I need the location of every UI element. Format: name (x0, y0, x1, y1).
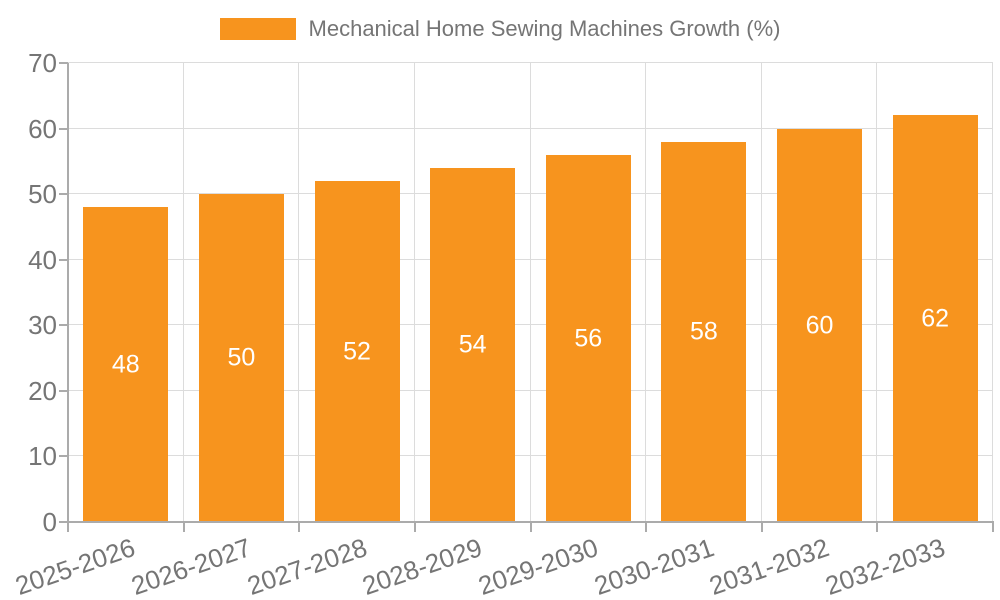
bar-2031-2032: 60 (777, 129, 863, 522)
gridline-vertical (645, 63, 647, 522)
x-axis-tick (992, 523, 994, 532)
x-axis-line (67, 521, 994, 523)
gridline-horizontal (68, 324, 993, 326)
bar-2029-2030: 56 (545, 155, 631, 522)
bar-2027-2028: 52 (314, 181, 400, 522)
gridline-horizontal (68, 389, 993, 391)
bar-value-label: 54 (458, 330, 487, 359)
y-axis-tick (59, 127, 68, 130)
bar-2032-2033: 62 (892, 115, 978, 522)
legend-swatch (219, 18, 296, 40)
gridline-horizontal (68, 193, 993, 195)
y-axis-tick (59, 258, 68, 261)
gridline-vertical (992, 63, 993, 522)
gridline-vertical (760, 63, 762, 522)
bar-value-label: 58 (690, 317, 718, 346)
gridline-vertical (529, 63, 531, 522)
gridline-vertical (413, 63, 415, 522)
bar-value-label: 52 (343, 337, 371, 365)
x-axis-tick (413, 523, 416, 532)
y-axis-tick-label: 50 (28, 179, 57, 210)
y-axis-tick (59, 62, 68, 64)
gridline-horizontal (68, 62, 993, 63)
x-axis-tick-label: 2026-2027 (127, 532, 255, 600)
gridline-vertical (876, 63, 878, 522)
x-axis-tick-label: 2030-2031 (590, 532, 718, 600)
x-axis-tick (876, 523, 879, 532)
bar-value-label: 60 (805, 311, 834, 339)
y-axis-tick (59, 455, 68, 458)
x-axis-tick (760, 523, 763, 532)
y-axis-tick (59, 389, 68, 392)
x-axis-tick-label: 2029-2030 (474, 532, 602, 600)
plot-area: 48 50 52 54 56 58 60 62 (68, 62, 993, 522)
y-axis-tick-label: 0 (42, 507, 57, 537)
bar-2026-2027: 50 (198, 194, 284, 522)
y-axis-tick-label: 20 (28, 375, 57, 406)
bar-2028-2029: 54 (430, 168, 516, 522)
y-axis-tick-label: 10 (28, 441, 57, 472)
bar-value-label: 56 (574, 324, 603, 352)
gridline-horizontal (68, 258, 993, 260)
x-axis-tick (529, 523, 532, 532)
x-axis-tick (67, 523, 69, 532)
y-axis-tick (59, 193, 68, 196)
x-axis-tick (182, 523, 185, 532)
bar-value-label: 62 (921, 304, 950, 332)
x-axis-tick-label: 2032-2033 (821, 532, 949, 600)
y-axis-tick (59, 521, 68, 523)
y-axis-tick (59, 324, 68, 327)
y-axis-tick-label: 60 (28, 113, 57, 144)
bar-value-label: 50 (227, 343, 256, 372)
bar-2030-2031: 58 (661, 142, 747, 522)
gridline-vertical (298, 63, 300, 522)
x-axis-tick-label: 2031-2032 (705, 532, 834, 600)
bar-value-label: 48 (111, 350, 140, 378)
x-axis-tick (645, 523, 648, 532)
gridline-horizontal (68, 455, 993, 457)
x-axis-tick-label: 2025-2026 (11, 532, 140, 600)
bar-2025-2026: 48 (83, 207, 169, 522)
x-axis-tick (298, 523, 301, 532)
legend-label: Mechanical Home Sewing Machines Growth (… (308, 16, 781, 41)
y-axis-tick-label: 40 (28, 244, 57, 275)
y-axis-tick-label: 70 (28, 48, 57, 78)
y-axis-tick-label: 30 (28, 310, 57, 341)
x-axis-tick-label: 2028-2029 (358, 532, 487, 600)
x-axis-tick-label: 2027-2028 (243, 532, 371, 600)
gridline-horizontal (68, 127, 993, 129)
legend[interactable]: Mechanical Home Sewing Machines Growth (… (0, 16, 1000, 42)
gridline-vertical (182, 63, 184, 522)
y-axis-line (67, 63, 69, 523)
